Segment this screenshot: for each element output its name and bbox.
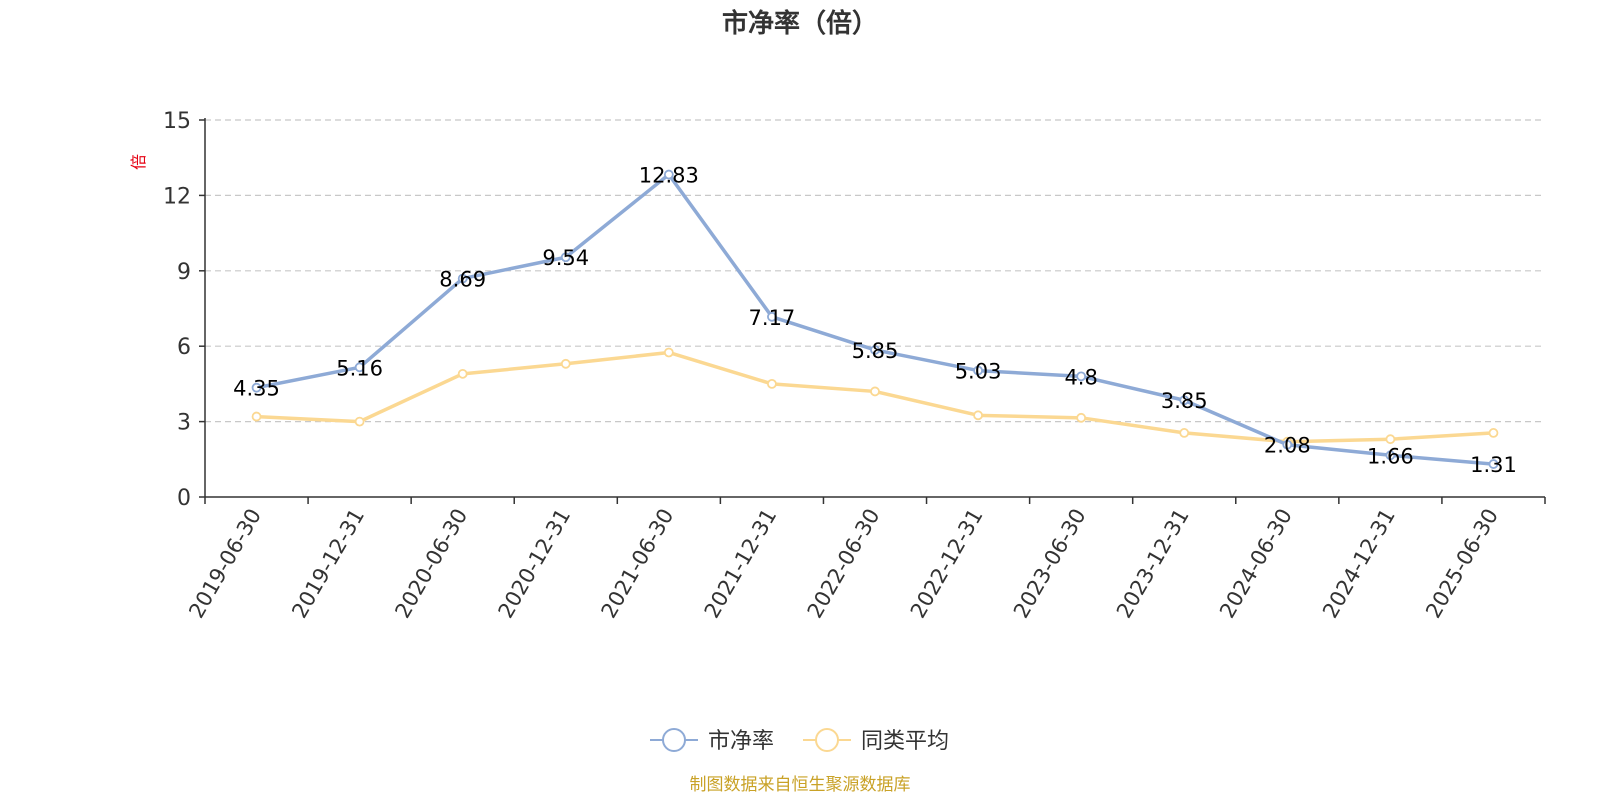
data-point[interactable] xyxy=(251,382,262,393)
axes xyxy=(204,118,1545,498)
legend-marker xyxy=(815,728,839,752)
legend-item-pb-ratio[interactable]: 市净率 xyxy=(650,728,774,754)
series-line-pb-ratio xyxy=(256,172,1494,466)
data-point[interactable] xyxy=(663,347,674,358)
data-point[interactable] xyxy=(457,273,468,284)
data-point[interactable] xyxy=(560,358,571,369)
legend-item-peer-average[interactable]: 同类平均 xyxy=(803,728,949,754)
y-tick-label: 0 xyxy=(177,486,191,511)
series-group xyxy=(251,169,1499,469)
chart-title: 市净率（倍） xyxy=(722,8,878,39)
legend-label: 市净率 xyxy=(708,729,774,754)
data-point[interactable] xyxy=(1385,434,1396,445)
data-point[interactable] xyxy=(457,368,468,379)
y-tick-label: 15 xyxy=(163,109,191,134)
data-point[interactable] xyxy=(1179,395,1190,406)
x-tick-label: 2022-06-30 xyxy=(803,505,885,623)
y-tick-label: 9 xyxy=(177,260,191,285)
data-point[interactable] xyxy=(1385,450,1396,461)
data-point[interactable] xyxy=(1076,371,1087,382)
data-label: 5.85 xyxy=(852,339,899,363)
x-tick-label: 2019-12-31 xyxy=(287,505,369,623)
data-label: 1.66 xyxy=(1367,444,1414,468)
x-tick-label: 2020-12-31 xyxy=(493,505,575,623)
data-point[interactable] xyxy=(354,416,365,427)
data-label: 2.08 xyxy=(1264,434,1311,458)
y-tick-label: 6 xyxy=(177,335,191,360)
data-point[interactable] xyxy=(1179,428,1190,438)
x-axis-ticks: 2019-06-30 2019-12-31 2020-06-30 2020-12-31… xyxy=(184,497,1546,623)
source-note: 制图数据来自恒生聚源数据库 xyxy=(690,775,911,795)
x-tick-label: 2021-12-31 xyxy=(700,505,782,623)
y-tick-label: 3 xyxy=(177,411,191,436)
series-line-peer-average xyxy=(256,350,1494,444)
data-point[interactable] xyxy=(1488,428,1499,438)
x-tick-label: 2022-12-31 xyxy=(906,505,988,623)
data-point[interactable] xyxy=(973,365,983,376)
data-label: 5.16 xyxy=(336,356,383,380)
legend-label: 同类平均 xyxy=(861,729,949,754)
x-tick-label: 2019-06-30 xyxy=(184,505,266,623)
x-tick-label: 2020-06-30 xyxy=(390,505,472,623)
data-labels: 4.35 5.16 8.69 9.54 12.83 7.17 5.85 5.03 4.8 3.85… xyxy=(233,164,1517,478)
y-tick-label: 12 xyxy=(163,184,191,209)
data-label: 7.17 xyxy=(749,306,796,330)
x-tick-label: 2023-06-30 xyxy=(1009,505,1091,623)
data-label: 5.03 xyxy=(955,360,1002,384)
data-label: 9.54 xyxy=(542,246,589,270)
data-point[interactable] xyxy=(663,169,674,180)
x-tick-label: 2024-06-30 xyxy=(1215,505,1297,623)
data-point[interactable] xyxy=(1076,412,1087,423)
data-label: 12.83 xyxy=(639,164,699,188)
data-point[interactable] xyxy=(767,311,777,322)
data-label: 4.8 xyxy=(1064,365,1097,389)
data-point[interactable] xyxy=(870,386,880,397)
legend-marker xyxy=(662,728,686,752)
data-point[interactable] xyxy=(1282,439,1293,450)
data-point[interactable] xyxy=(973,410,983,421)
x-tick-label: 2021-06-30 xyxy=(597,505,679,623)
legend[interactable]: 市净率 同类平均 xyxy=(650,728,949,754)
data-label: 8.69 xyxy=(439,268,486,292)
grid-lines xyxy=(205,119,1545,423)
data-point[interactable] xyxy=(870,345,880,355)
data-point[interactable] xyxy=(1488,459,1499,469)
y-axis-ticks: 0 3 6 9 12 15 xyxy=(163,109,205,511)
data-label: 4.35 xyxy=(233,377,280,401)
data-point[interactable] xyxy=(767,378,777,389)
x-tick-label: 2023-12-31 xyxy=(1112,505,1194,623)
x-tick-label: 2025-06-30 xyxy=(1421,505,1503,623)
data-label: 3.85 xyxy=(1161,389,1208,413)
y-axis-unit-label: 倍 xyxy=(129,154,148,170)
data-point[interactable] xyxy=(354,362,365,373)
data-point[interactable] xyxy=(560,252,571,263)
x-tick-label: 2024-12-31 xyxy=(1318,505,1400,623)
data-label: 1.31 xyxy=(1470,453,1517,477)
data-point[interactable] xyxy=(251,411,262,422)
